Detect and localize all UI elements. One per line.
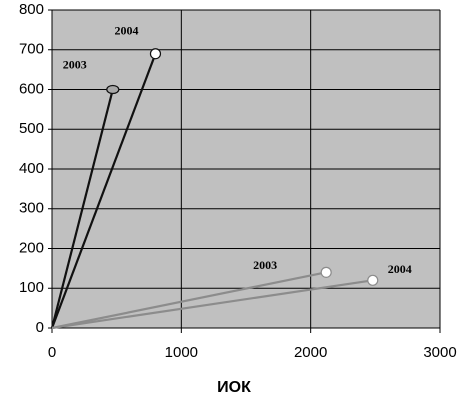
y-tick-label: 500 xyxy=(19,120,44,137)
series-line xyxy=(51,271,327,330)
y-tick-label: 200 xyxy=(19,239,44,256)
series-line xyxy=(50,89,114,329)
series-label: 2004 xyxy=(388,262,412,276)
series-label: 2003 xyxy=(63,57,87,71)
end-marker xyxy=(367,274,379,286)
series-line xyxy=(50,53,157,329)
x-tick-label: 1000 xyxy=(165,344,198,361)
series-label: 2004 xyxy=(114,23,138,37)
end-marker xyxy=(149,48,162,60)
end-marker xyxy=(320,266,332,278)
x-axis-label: ИОК xyxy=(217,379,251,396)
y-tick-label: 400 xyxy=(19,160,44,177)
series-line xyxy=(51,279,373,330)
y-tick-label: 0 xyxy=(36,319,44,336)
x-tick-label: 2000 xyxy=(294,344,327,361)
x-tick-label: 3000 xyxy=(423,344,456,361)
end-marker xyxy=(106,84,120,95)
y-tick-label: 700 xyxy=(19,41,44,58)
y-tick-label: 600 xyxy=(19,80,44,97)
y-tick-label: 100 xyxy=(19,279,44,296)
y-tick-label: 300 xyxy=(19,200,44,217)
x-tick-label: 0 xyxy=(48,344,56,361)
y-tick-label: 800 xyxy=(19,1,44,18)
series-label: 2003 xyxy=(253,258,277,272)
